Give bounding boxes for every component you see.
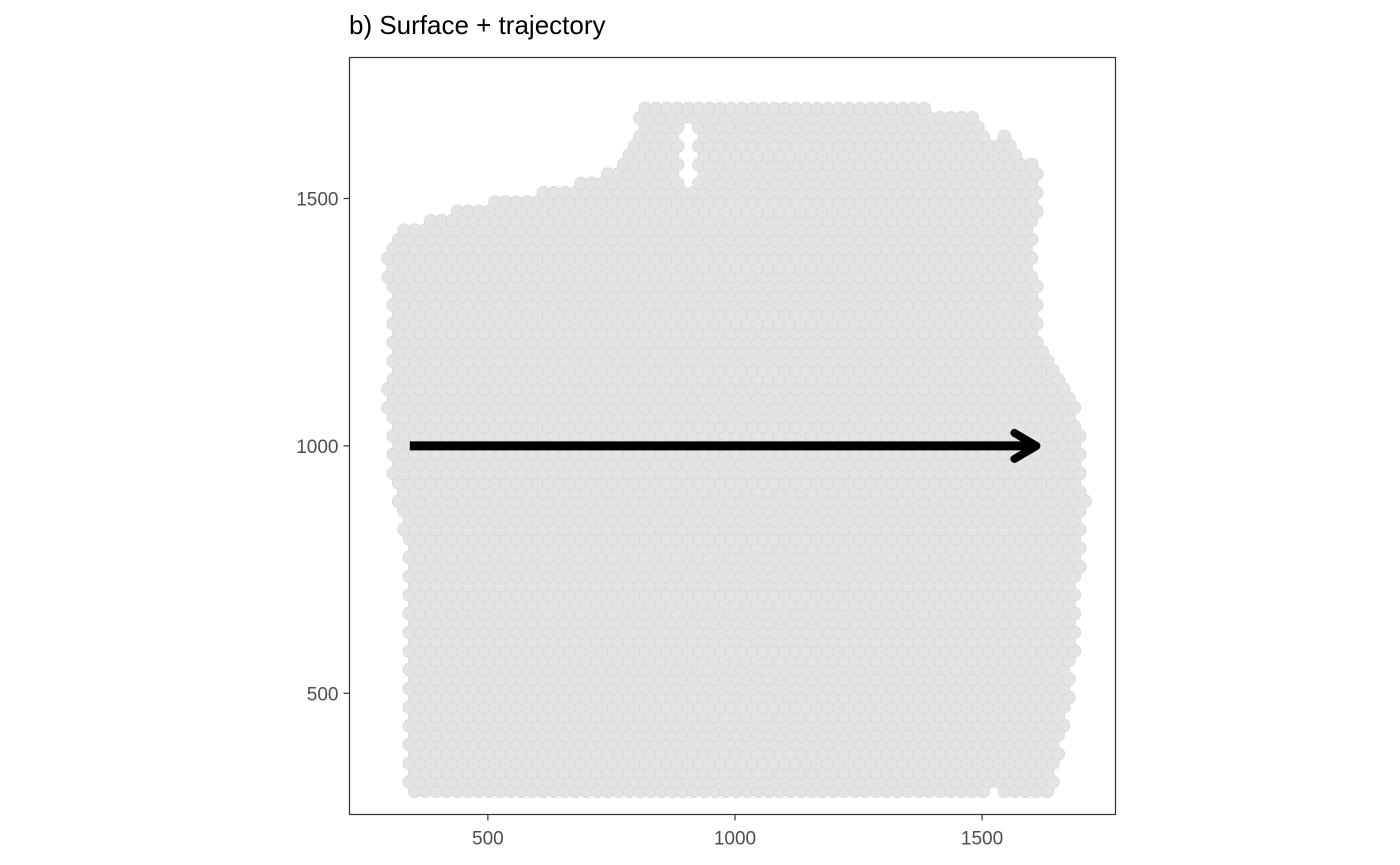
spot-point [965,111,980,125]
x-tick-label: 1500 [961,829,1003,850]
spot-point [1024,157,1039,172]
spot-layer [381,101,1092,799]
x-tick-label: 500 [472,829,504,850]
spot-point [917,101,931,116]
chart-title: b) Surface + trajectory [349,10,606,40]
y-tick-label: 1500 [296,190,338,211]
y-tick-label: 500 [307,684,339,705]
spot-point [997,129,1012,144]
y-tick-label: 1000 [296,437,338,458]
x-tick-label: 1000 [714,829,756,850]
